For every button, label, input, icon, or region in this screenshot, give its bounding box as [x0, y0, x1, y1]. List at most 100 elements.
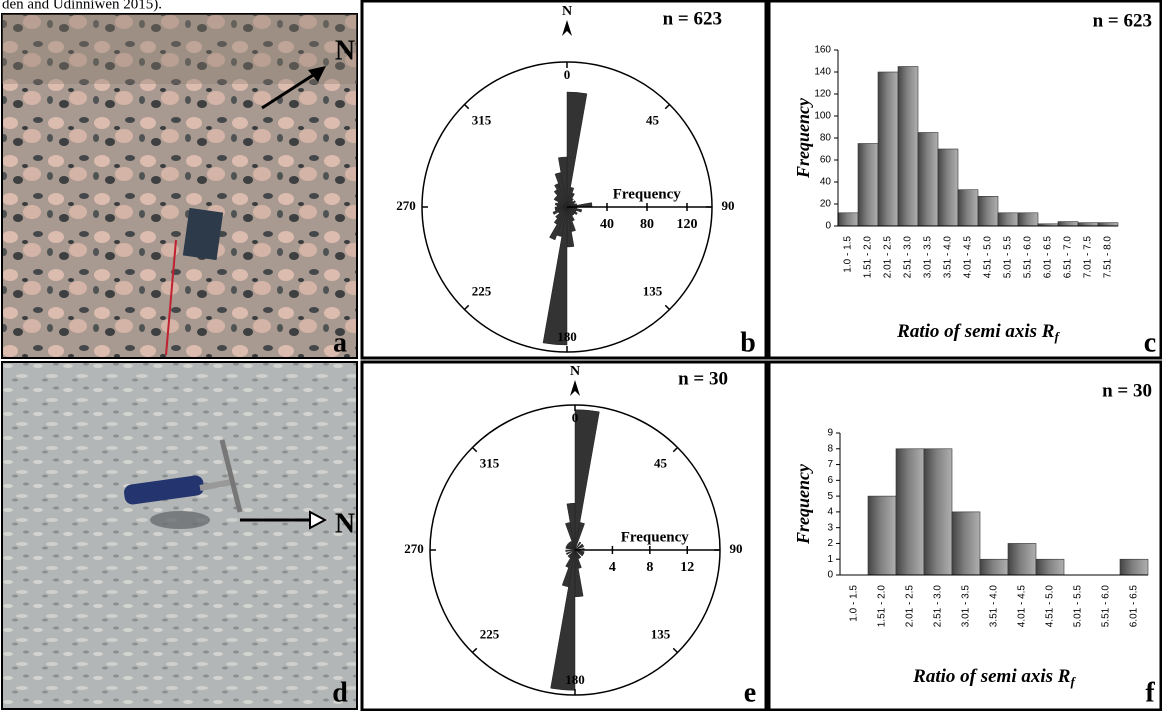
angle-label: 0: [572, 410, 579, 425]
x-tick-label: 3.51 - 4.0: [989, 585, 1000, 628]
x-tick-label: 4.51 - 5.0: [983, 236, 994, 279]
bar: [1036, 559, 1064, 575]
angle-tick: [472, 648, 476, 652]
x-axis-label: Ratio of semi axis Rf: [896, 321, 1060, 344]
x-tick-label: 4.01 - 4.5: [963, 236, 974, 279]
y-tick-label: 80: [820, 133, 832, 144]
x-tick-label: 7.51 - 8.0: [1103, 236, 1114, 279]
angle-label: 180: [565, 672, 585, 687]
bar: [898, 67, 918, 227]
sample-count: n = 623: [1093, 10, 1152, 31]
r-tick-label: 40: [600, 217, 614, 232]
bar: [952, 512, 980, 575]
x-tick-label: 1.51 - 2.0: [863, 236, 874, 279]
x-tick-label: 1.51 - 2.0: [877, 585, 888, 628]
panel-label: b: [740, 327, 756, 358]
north-label: N: [570, 364, 580, 379]
sample-count: n = 623: [663, 8, 722, 29]
bar: [1008, 543, 1036, 575]
angle-label: 225: [480, 627, 500, 642]
bar: [980, 559, 1008, 575]
y-axis-label: Frequency: [793, 97, 813, 179]
y-tick-label: 60: [820, 155, 832, 166]
angle-label: 270: [396, 198, 416, 213]
bar: [958, 190, 978, 226]
angle-tick: [464, 305, 468, 309]
angle-tick: [665, 305, 669, 309]
angle-label: 135: [651, 627, 671, 642]
north-label: N: [562, 4, 572, 19]
r-tick-label: 80: [640, 217, 654, 232]
x-tick-label: 5.01 - 5.5: [1073, 585, 1084, 628]
x-axis-label-text: Ratio of semi axis R: [912, 666, 1070, 687]
angle-label: 0: [564, 67, 571, 82]
y-tick-label: 140: [814, 67, 831, 78]
x-axis-label-subscript: f: [1070, 674, 1076, 689]
x-tick-label: 5.01 - 5.5: [1003, 236, 1014, 279]
angle-label: 135: [643, 284, 663, 299]
x-tick-label: 2.01 - 2.5: [883, 236, 894, 279]
y-tick-label: 3: [827, 522, 833, 533]
angle-tick: [673, 648, 677, 652]
angle-tick: [673, 447, 677, 451]
angle-tick: [464, 104, 468, 108]
r-tick-label: 120: [677, 217, 698, 232]
r-axis-label: Frequency: [613, 186, 682, 202]
bar: [1018, 213, 1038, 226]
angle-label: 270: [404, 541, 424, 556]
r-tick-label: 4: [609, 560, 616, 575]
x-tick-label: 5.51 - 6.0: [1023, 236, 1034, 279]
angle-label: 45: [646, 112, 660, 127]
x-tick-label: 1.0 - 1.5: [843, 236, 854, 273]
bar: [878, 72, 898, 226]
bar: [918, 133, 938, 227]
x-tick-label: 6.51 - 7.0: [1063, 236, 1074, 279]
r-tick-label: 12: [680, 560, 694, 575]
panel-label: f: [1145, 677, 1155, 708]
bar: [896, 449, 924, 575]
photo-a: N a: [2, 14, 357, 358]
y-tick-label: 40: [820, 177, 832, 188]
bar: [924, 449, 952, 575]
x-tick-label: 6.01 - 6.5: [1043, 236, 1054, 279]
bar: [1058, 222, 1078, 226]
y-axis-label: Frequency: [793, 463, 813, 545]
caption: den and Udinniwen 2015).: [2, 0, 162, 12]
r-axis-label: Frequency: [621, 529, 690, 545]
angle-label: 225: [472, 284, 492, 299]
y-tick-label: 1: [827, 554, 833, 565]
y-tick-label: 4: [827, 507, 833, 518]
angle-label: 90: [730, 541, 743, 556]
bar: [938, 149, 958, 226]
bar: [868, 496, 896, 575]
page: {"caption": "den and Udinniwen 2015).", …: [0, 0, 1162, 711]
angle-label: 90: [722, 198, 735, 213]
north-arrow: [562, 20, 572, 36]
r-tick-label: 8: [646, 560, 653, 575]
x-axis-label-text: Ratio of semi axis R: [896, 321, 1054, 342]
photo-d: N d: [2, 362, 357, 709]
y-tick-label: 6: [827, 475, 833, 486]
panel-label: a: [333, 327, 347, 358]
angle-tick: [472, 447, 476, 451]
y-tick-label: 0: [825, 221, 831, 232]
x-tick-label: 3.01 - 3.5: [961, 585, 972, 628]
x-tick-label: 6.01 - 6.5: [1129, 585, 1140, 628]
angle-label: 45: [654, 455, 668, 470]
angle-tick: [665, 104, 669, 108]
north-label: N: [335, 35, 355, 66]
x-tick-label: 2.51 - 3.0: [933, 585, 944, 628]
angle-label: 315: [472, 112, 492, 127]
bar: [978, 196, 998, 226]
x-tick-label: 3.01 - 3.5: [923, 236, 934, 279]
y-tick-label: 120: [814, 89, 831, 100]
panel-label: d: [332, 677, 348, 708]
y-tick-label: 2: [827, 538, 833, 549]
x-tick-label: 5.51 - 6.0: [1101, 585, 1112, 628]
bar: [998, 213, 1018, 226]
x-tick-label: 3.51 - 4.0: [943, 236, 954, 279]
angle-label: 315: [480, 455, 500, 470]
figure: den and Udinniwen 2015). N a N d 4080120…: [0, 0, 1162, 711]
y-tick-label: 9: [827, 428, 833, 439]
y-tick-label: 20: [820, 199, 832, 210]
